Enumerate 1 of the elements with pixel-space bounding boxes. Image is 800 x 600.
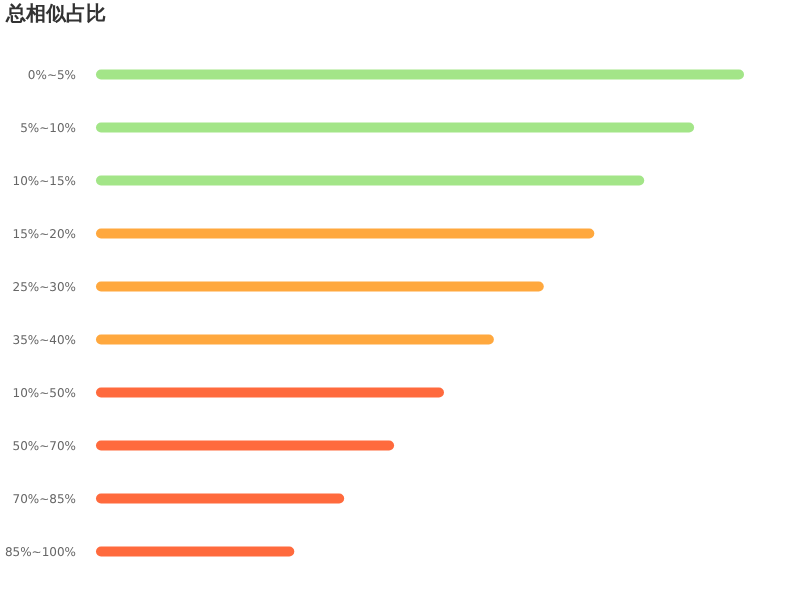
chart-title: 总相似占比 xyxy=(4,2,106,26)
